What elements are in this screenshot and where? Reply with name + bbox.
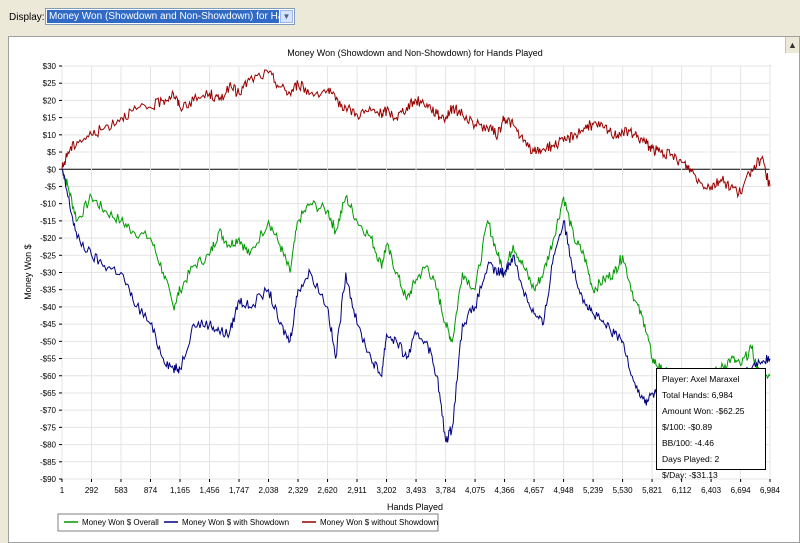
x-tick-label: 1,165 bbox=[170, 486, 191, 495]
x-tick-label: 3,493 bbox=[406, 486, 427, 495]
x-tick-label: 1,747 bbox=[229, 486, 250, 495]
x-tick-label: 5,239 bbox=[583, 486, 604, 495]
y-tick-label: -$50 bbox=[40, 337, 57, 346]
y-tick-label: -$60 bbox=[40, 372, 57, 381]
x-tick-label: 5,821 bbox=[642, 486, 663, 495]
tooltip-per-day: $/Day: -$31.13 bbox=[662, 470, 718, 480]
y-tick-label: -$5 bbox=[44, 182, 56, 191]
legend-label: Money Won $ without Showdown bbox=[320, 518, 438, 527]
legend-box bbox=[57, 513, 439, 532]
scroll-button[interactable]: ▲ bbox=[785, 37, 799, 53]
legend-label: Money Won $ with Showdown bbox=[182, 518, 289, 527]
y-tick-label: $0 bbox=[47, 165, 56, 174]
tooltip-total-hands: Total Hands: 6,984 bbox=[662, 390, 733, 400]
display-select-value: Money Won (Showdown and Non-Showdown) fo… bbox=[47, 10, 279, 23]
display-label: Display: bbox=[9, 12, 45, 23]
y-tick-label: -$35 bbox=[40, 286, 57, 295]
y-tick-label: $5 bbox=[47, 148, 56, 157]
y-tick-label: -$90 bbox=[40, 475, 57, 484]
y-tick-label: -$25 bbox=[40, 251, 57, 260]
y-tick-label: $30 bbox=[43, 62, 57, 71]
x-tick-label: 3,202 bbox=[377, 486, 398, 495]
x-tick-label: 1 bbox=[60, 486, 65, 495]
display-select[interactable]: Money Won (Showdown and Non-Showdown) fo… bbox=[45, 8, 295, 25]
x-tick-label: 2,911 bbox=[347, 486, 367, 495]
y-tick-label: $15 bbox=[43, 114, 57, 123]
x-tick-label: 874 bbox=[144, 486, 158, 495]
y-tick-label: $10 bbox=[43, 131, 57, 140]
chart-title: Money Won (Showdown and Non-Showdown) fo… bbox=[287, 48, 542, 58]
x-tick-label: 1,456 bbox=[200, 486, 221, 495]
x-tick-label: 4,657 bbox=[524, 486, 545, 495]
tooltip-amount-won: Amount Won: -$62.25 bbox=[662, 406, 745, 416]
y-tick-label: -$10 bbox=[40, 200, 57, 209]
series-line bbox=[61, 169, 771, 388]
y-tick-label: -$45 bbox=[40, 320, 57, 329]
y-tick-label: $20 bbox=[43, 96, 57, 105]
x-tick-label: 5,530 bbox=[613, 486, 634, 495]
x-tick-label: 2,620 bbox=[318, 486, 339, 495]
y-tick-label: $25 bbox=[43, 79, 57, 88]
x-tick-label: 4,075 bbox=[465, 486, 486, 495]
x-tick-label: 2,329 bbox=[288, 486, 309, 495]
y-tick-label: -$15 bbox=[40, 217, 57, 226]
x-tick-label: 583 bbox=[114, 486, 128, 495]
tooltip-per-100: $/100: -$0.89 bbox=[662, 422, 713, 432]
y-tick-label: -$85 bbox=[40, 458, 57, 467]
chevron-down-icon[interactable]: ▼ bbox=[280, 10, 293, 23]
x-tick-label: 6,984 bbox=[760, 486, 781, 495]
y-tick-label: -$65 bbox=[40, 389, 57, 398]
x-tick-label: 3,784 bbox=[436, 486, 457, 495]
x-axis-ticks: 1 292 583 874 1,165 1,456 1,747 2,038 2,329 2,620… bbox=[60, 479, 781, 495]
x-tick-label: 4,948 bbox=[554, 486, 575, 495]
y-axis-label: Money Won $ bbox=[23, 244, 33, 299]
legend: Money Won $ Overall Money Won $ with Show… bbox=[57, 513, 439, 532]
tooltip-player: Player: Axel Maraxel bbox=[662, 374, 740, 384]
y-axis-ticks: $30 $25 $20 $15 $10 $5 $0 -$5 -$10 -$15 -$20 -$25 -$… bbox=[40, 62, 62, 484]
x-tick-label: 2,038 bbox=[259, 486, 280, 495]
x-tick-label: 4,366 bbox=[495, 486, 516, 495]
y-tick-label: -$70 bbox=[40, 406, 57, 415]
x-axis-label: Hands Played bbox=[387, 502, 443, 512]
y-tick-label: -$30 bbox=[40, 269, 57, 278]
y-tick-label: -$80 bbox=[40, 441, 57, 450]
toolbar: Display: Money Won (Showdown and Non-Sho… bbox=[0, 0, 800, 30]
x-tick-label: 292 bbox=[85, 486, 99, 495]
x-tick-label: 6,694 bbox=[731, 486, 752, 495]
y-tick-label: -$75 bbox=[40, 423, 57, 432]
tooltip-bb-100: BB/100: -4.46 bbox=[662, 438, 714, 448]
y-tick-label: -$40 bbox=[40, 303, 57, 312]
y-tick-label: -$55 bbox=[40, 355, 57, 364]
player-stats-tooltip: Player: Axel Maraxel Total Hands: 6,984 … bbox=[656, 368, 766, 480]
x-tick-label: 6,403 bbox=[701, 486, 722, 495]
x-tick-label: 6,112 bbox=[672, 486, 692, 495]
y-tick-label: -$20 bbox=[40, 234, 57, 243]
tooltip-days-played: Days Played: 2 bbox=[662, 454, 720, 464]
legend-label: Money Won $ Overall bbox=[82, 518, 159, 527]
series-line bbox=[61, 69, 771, 199]
